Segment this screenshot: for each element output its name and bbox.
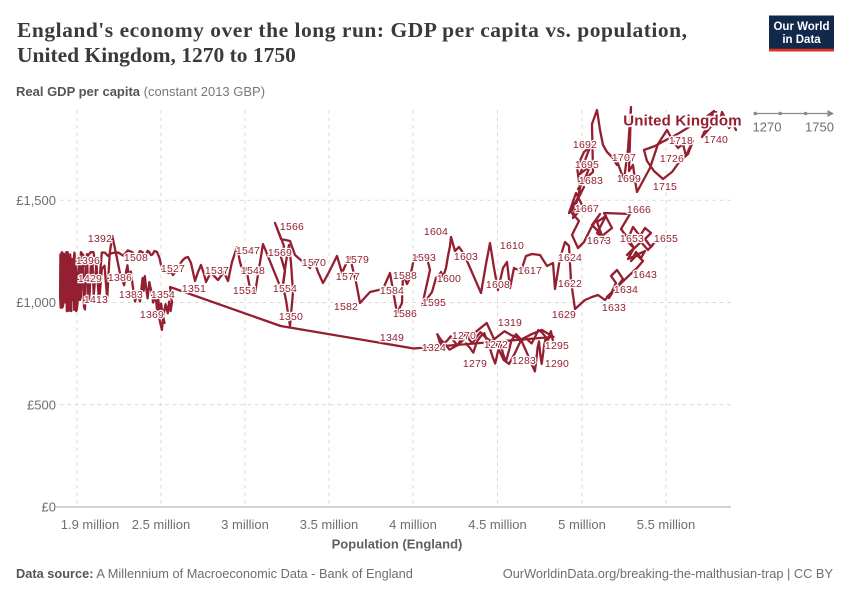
svg-text:United Kingdom: United Kingdom [623, 113, 742, 130]
svg-text:1624: 1624 [558, 252, 582, 264]
svg-text:1634: 1634 [614, 284, 638, 296]
svg-text:1413: 1413 [84, 294, 108, 306]
svg-text:1595: 1595 [422, 297, 446, 309]
svg-text:1643: 1643 [633, 269, 657, 281]
svg-text:OurWorldinData.org/breaking-th: OurWorldinData.org/breaking-the-malthusi… [503, 566, 834, 581]
svg-text:4 million: 4 million [389, 517, 437, 532]
svg-text:1577: 1577 [336, 271, 360, 283]
svg-text:1551: 1551 [233, 285, 257, 297]
svg-text:£500: £500 [27, 397, 56, 412]
svg-text:1547: 1547 [236, 245, 260, 257]
svg-text:1386: 1386 [108, 272, 132, 284]
svg-text:1715: 1715 [653, 181, 677, 193]
svg-text:£1,000: £1,000 [16, 295, 56, 310]
svg-text:1566: 1566 [280, 221, 304, 233]
svg-text:1683: 1683 [579, 175, 603, 187]
svg-text:1603: 1603 [454, 251, 478, 263]
svg-text:1726: 1726 [660, 153, 684, 165]
svg-text:£1,500: £1,500 [16, 193, 56, 208]
svg-text:3.5 million: 3.5 million [300, 517, 359, 532]
svg-text:1527: 1527 [161, 263, 185, 275]
svg-text:1383: 1383 [119, 289, 143, 301]
svg-text:3 million: 3 million [221, 517, 269, 532]
svg-text:1707: 1707 [612, 152, 636, 164]
svg-text:1673: 1673 [587, 235, 611, 247]
svg-text:England's economy over the lon: England's economy over the long run: GDP… [17, 18, 687, 42]
svg-text:1600: 1600 [437, 273, 461, 285]
svg-text:1604: 1604 [424, 226, 448, 238]
svg-text:2.5 million: 2.5 million [132, 517, 191, 532]
svg-text:1610: 1610 [500, 240, 524, 252]
svg-text:United Kingdom, 1270 to 1750: United Kingdom, 1270 to 1750 [17, 43, 296, 67]
svg-text:1633: 1633 [602, 302, 626, 314]
svg-text:1750: 1750 [805, 120, 834, 135]
svg-text:1369: 1369 [140, 309, 164, 321]
svg-text:5.5 million: 5.5 million [637, 517, 696, 532]
svg-text:1617: 1617 [518, 265, 542, 277]
svg-text:1666: 1666 [627, 204, 651, 216]
svg-text:1655: 1655 [654, 233, 678, 245]
svg-text:1537: 1537 [205, 265, 229, 277]
svg-text:1354: 1354 [151, 289, 175, 301]
svg-text:Population (England): Population (England) [332, 537, 463, 552]
svg-text:1270: 1270 [753, 120, 782, 135]
svg-text:£0: £0 [42, 500, 56, 515]
svg-text:1279: 1279 [463, 358, 487, 370]
svg-text:1319: 1319 [498, 317, 522, 329]
svg-text:1593: 1593 [412, 252, 436, 264]
svg-text:1629: 1629 [552, 309, 576, 321]
svg-text:1429: 1429 [78, 273, 102, 285]
svg-text:1349: 1349 [380, 332, 404, 344]
svg-text:1270: 1270 [452, 330, 476, 342]
svg-text:1579: 1579 [345, 254, 369, 266]
svg-text:Our World: Our World [773, 21, 829, 33]
svg-text:1283: 1283 [512, 355, 536, 367]
svg-text:1569: 1569 [268, 247, 292, 259]
svg-text:1740: 1740 [704, 134, 728, 146]
svg-text:1608: 1608 [486, 279, 510, 291]
svg-text:Data source: A Millennium of M: Data source: A Millennium of Macroeconom… [16, 566, 413, 581]
svg-text:1.9 million: 1.9 million [61, 517, 120, 532]
svg-text:1290: 1290 [545, 358, 569, 370]
svg-text:1350: 1350 [279, 311, 303, 323]
svg-text:1718: 1718 [669, 135, 693, 147]
svg-text:1392: 1392 [88, 233, 112, 245]
svg-text:1554: 1554 [273, 283, 297, 295]
svg-text:1622: 1622 [558, 278, 582, 290]
svg-text:1351: 1351 [182, 283, 206, 295]
svg-text:1586: 1586 [393, 308, 417, 320]
svg-text:1653: 1653 [620, 233, 644, 245]
svg-text:1699: 1699 [617, 173, 641, 185]
svg-text:1396: 1396 [76, 255, 100, 267]
svg-text:1588: 1588 [393, 270, 417, 282]
svg-text:1695: 1695 [575, 159, 599, 171]
svg-text:1548: 1548 [241, 265, 265, 277]
svg-text:4.5 million: 4.5 million [468, 517, 527, 532]
svg-text:1584: 1584 [380, 285, 404, 297]
svg-text:1570: 1570 [302, 257, 326, 269]
svg-text:1582: 1582 [334, 301, 358, 313]
svg-text:1508: 1508 [124, 252, 148, 264]
svg-text:1272: 1272 [484, 339, 508, 351]
svg-text:1692: 1692 [573, 139, 597, 151]
svg-text:Real GDP per capita (constant: Real GDP per capita (constant 2013 GBP) [16, 84, 265, 99]
svg-text:1295: 1295 [545, 340, 569, 352]
svg-text:in Data: in Data [782, 34, 821, 46]
svg-text:1324: 1324 [422, 342, 446, 354]
svg-text:1667: 1667 [575, 203, 599, 215]
svg-text:5 million: 5 million [558, 517, 606, 532]
